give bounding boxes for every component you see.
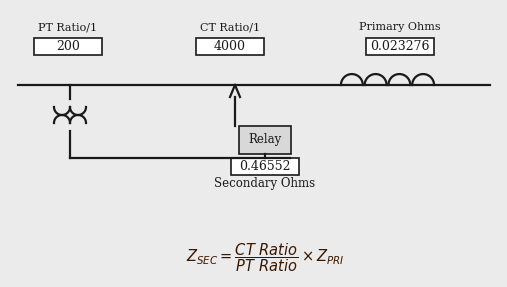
Text: 0.46552: 0.46552 xyxy=(239,160,291,173)
Text: 4000: 4000 xyxy=(214,40,246,53)
FancyBboxPatch shape xyxy=(366,38,434,55)
Text: 200: 200 xyxy=(56,40,80,53)
Text: PT Ratio/1: PT Ratio/1 xyxy=(39,22,97,32)
FancyBboxPatch shape xyxy=(239,126,291,154)
Text: $Z_{SEC} = \dfrac{CT\ Ratio}{PT\ Ratio} \times Z_{PRI}$: $Z_{SEC} = \dfrac{CT\ Ratio}{PT\ Ratio} … xyxy=(186,242,344,274)
Text: Primary Ohms: Primary Ohms xyxy=(359,22,441,32)
FancyBboxPatch shape xyxy=(196,38,264,55)
Text: 0.023276: 0.023276 xyxy=(370,40,430,53)
Text: Relay: Relay xyxy=(248,133,281,146)
Text: CT Ratio/1: CT Ratio/1 xyxy=(200,22,260,32)
Text: Secondary Ohms: Secondary Ohms xyxy=(214,177,315,189)
FancyBboxPatch shape xyxy=(34,38,102,55)
FancyBboxPatch shape xyxy=(231,158,299,175)
